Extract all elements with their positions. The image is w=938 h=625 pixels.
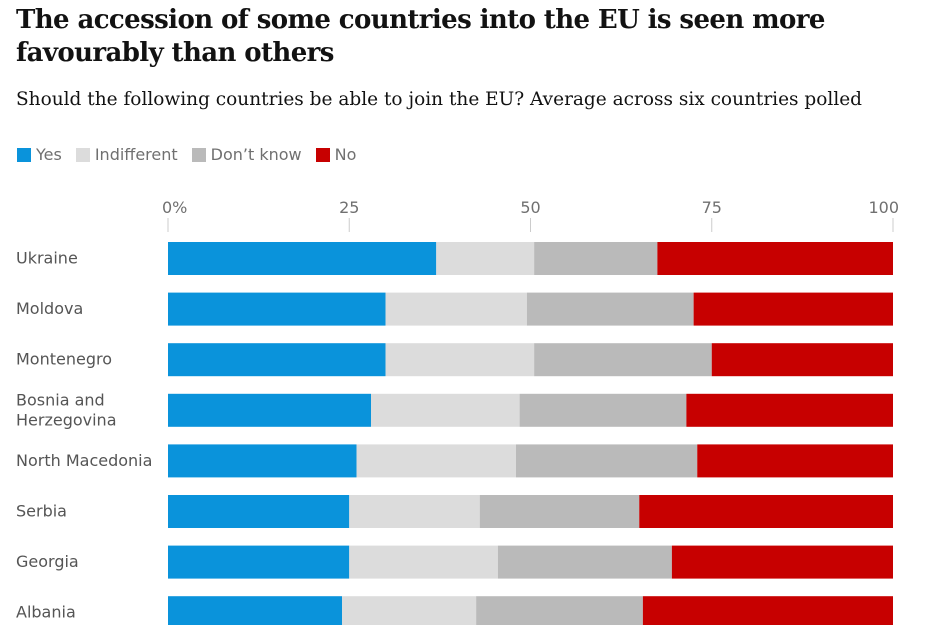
bar-bosnia-and-herzegovina-yes — [168, 393, 371, 427]
bar-albania-indifferent — [342, 596, 477, 625]
bar-north-macedonia-don-t-know — [516, 444, 698, 478]
category-label-line: Georgia — [16, 552, 79, 571]
legend: Yes Indifferent Don’t know No — [17, 145, 370, 164]
category-label-line: Serbia — [16, 502, 67, 521]
legend-label-dont-know: Don’t know — [210, 145, 302, 164]
bar-georgia-indifferent — [349, 545, 498, 579]
bar-bosnia-and-herzegovina-no — [686, 393, 893, 427]
category-label-montenegro: Montenegro — [16, 350, 112, 369]
bar-montenegro-don-t-know — [534, 343, 712, 377]
x-tick-label-50: 50 — [520, 198, 540, 217]
bar-georgia-no — [671, 545, 893, 579]
bar-serbia-yes — [168, 495, 350, 528]
bar-north-macedonia-indifferent — [356, 444, 516, 478]
category-label-serbia: Serbia — [16, 502, 67, 521]
category-label-albania: Albania — [16, 603, 76, 622]
bar-montenegro-no — [711, 343, 893, 377]
bar-serbia-don-t-know — [479, 495, 640, 528]
category-label-bosnia-and-herzegovina: Bosnia and Herzegovina — [16, 390, 117, 429]
x-tick-label-25: 25 — [339, 198, 359, 217]
legend-label-indifferent: Indifferent — [94, 145, 178, 164]
category-label-georgia: Georgia — [16, 552, 79, 571]
legend-swatch-indifferent — [75, 147, 90, 162]
bar-montenegro-indifferent — [385, 343, 535, 377]
bar-north-macedonia-yes — [168, 444, 357, 478]
bar-ukraine-no — [657, 242, 893, 275]
bar-serbia-indifferent — [349, 495, 480, 528]
x-tick-label-100: 100 — [868, 198, 899, 217]
category-label-line: Moldova — [16, 299, 83, 318]
bar-moldova-don-t-know — [526, 292, 694, 326]
bar-albania-don-t-know — [476, 596, 643, 625]
legend-item-no: No — [315, 145, 357, 164]
legend-label-yes: Yes — [36, 145, 62, 164]
bar-moldova-yes — [168, 292, 386, 326]
category-label-line: Montenegro — [16, 350, 112, 369]
legend-swatch-dont-know — [191, 147, 206, 162]
category-label-line: Herzegovina — [16, 410, 117, 429]
category-label-line: North Macedonia — [16, 451, 152, 470]
legend-label-no: No — [334, 145, 357, 164]
bar-moldova-indifferent — [385, 292, 527, 326]
bar-albania-no — [642, 596, 893, 625]
category-label-line: Bosnia and — [16, 390, 105, 409]
category-label-line: Albania — [16, 603, 76, 622]
x-tick-label-75: 75 — [702, 198, 722, 217]
bar-bosnia-and-herzegovina-indifferent — [371, 393, 520, 427]
chart-subtitle: Should the following countries be able t… — [16, 89, 863, 110]
bar-ukraine-indifferent — [436, 242, 535, 275]
bar-albania-yes — [168, 596, 342, 625]
category-label-line: Ukraine — [16, 249, 78, 268]
legend-item-dont-know: Don’t know — [191, 145, 302, 164]
legend-item-indifferent: Indifferent — [75, 145, 178, 164]
bar-moldova-no — [693, 292, 893, 326]
category-label-moldova: Moldova — [16, 299, 83, 318]
bar-ukraine-yes — [168, 242, 437, 275]
bar-georgia-yes — [168, 545, 350, 579]
category-label-north-macedonia: North Macedonia — [16, 451, 152, 470]
bar-montenegro-yes — [168, 343, 386, 377]
bar-ukraine-don-t-know — [534, 242, 658, 275]
legend-swatch-no — [315, 147, 330, 162]
category-label-ukraine: Ukraine — [16, 249, 78, 268]
bar-serbia-no — [639, 495, 893, 528]
bar-north-macedonia-no — [697, 444, 893, 478]
chart-title: The accession of some countries into the… — [16, 5, 825, 68]
legend-swatch-yes — [17, 147, 31, 162]
bar-georgia-don-t-know — [497, 545, 672, 579]
x-tick-label-0: 0% — [162, 198, 187, 217]
legend-item-yes: Yes — [17, 145, 62, 164]
bar-bosnia-and-herzegovina-don-t-know — [519, 393, 687, 427]
